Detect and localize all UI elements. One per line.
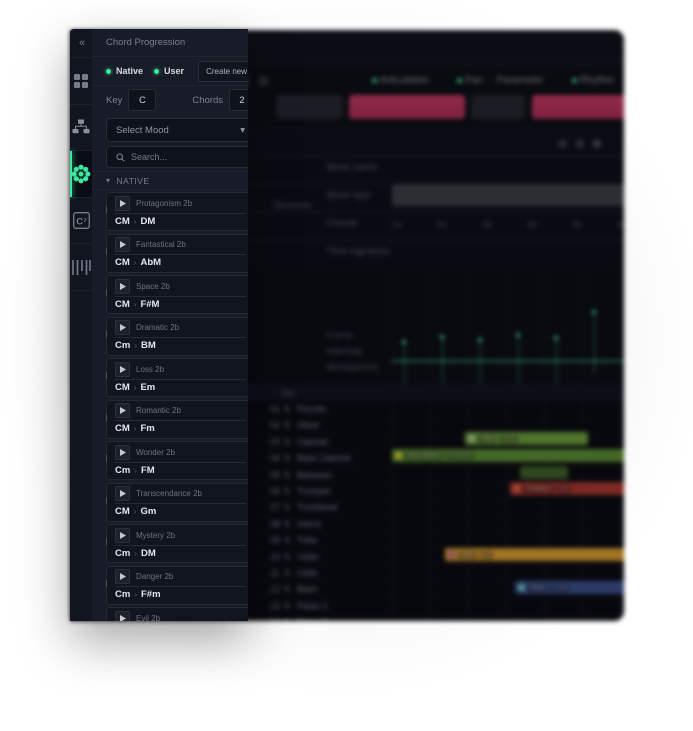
- svg-text:C⁷: C⁷: [76, 216, 87, 227]
